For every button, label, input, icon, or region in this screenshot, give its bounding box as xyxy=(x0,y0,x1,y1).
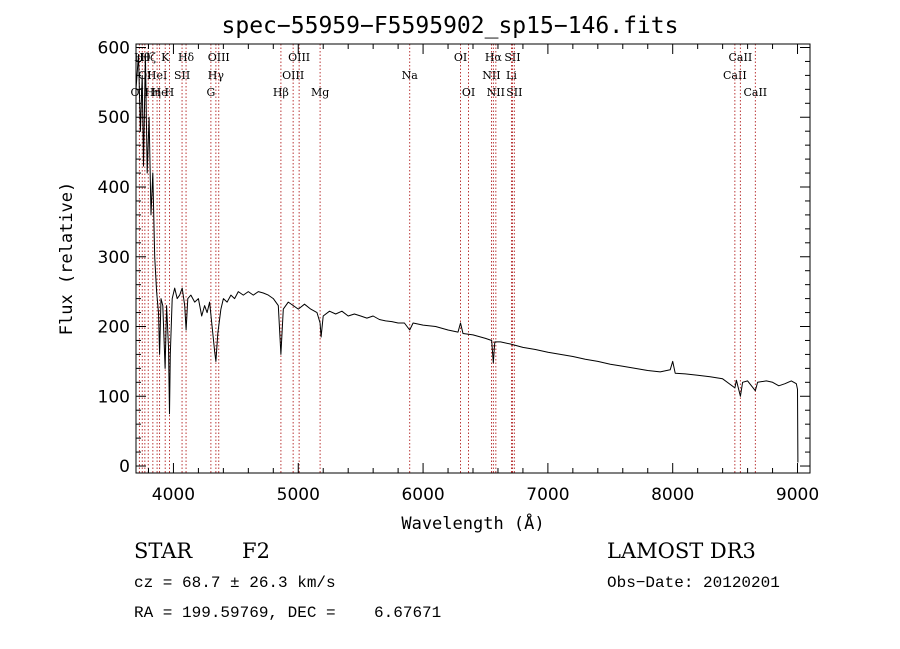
line-marker-label: OIII xyxy=(282,69,304,82)
line-marker-label: K xyxy=(161,51,170,64)
line-marker-label: NII xyxy=(487,86,505,99)
x-tick-label: 6000 xyxy=(401,485,444,505)
line-marker-label: NII xyxy=(482,69,500,82)
object-class: STAR xyxy=(134,539,193,563)
line-marker-label: G xyxy=(206,86,215,99)
y-tick-label: 600 xyxy=(98,38,130,58)
object-subclass: F2 xyxy=(242,539,270,563)
y-tick-label: 200 xyxy=(98,318,130,338)
redshift-text: cz = 68.7 ± 26.3 km/s xyxy=(134,574,336,592)
line-marker-label: SII xyxy=(504,51,520,64)
y-tick-label: 300 xyxy=(98,248,130,268)
line-marker-label: SII xyxy=(174,69,190,82)
obs-date-text: Obs−Date: 20120201 xyxy=(607,574,780,592)
line-marker-label: SII xyxy=(506,86,522,99)
y-tick-label: 400 xyxy=(98,178,130,198)
line-marker-label: Hδ xyxy=(178,51,195,64)
line-marker-label: Hη xyxy=(145,86,161,99)
chart-title: spec−55959−F5595902_sp15−146.fits xyxy=(222,13,679,39)
y-tick-label: 500 xyxy=(98,108,130,128)
y-tick-label: 0 xyxy=(119,457,130,477)
x-tick-label: 5000 xyxy=(277,485,320,505)
x-tick-label: 9000 xyxy=(776,485,819,505)
spectrum-series xyxy=(135,54,799,463)
line-marker-label: Mg xyxy=(311,86,329,99)
y-axis-label: Flux (relative) xyxy=(57,182,77,336)
y-tick-label: 100 xyxy=(98,387,130,407)
line-marker-label: Hζ xyxy=(140,51,156,64)
line-marker-label: OIII xyxy=(288,51,310,64)
line-marker-label: Hβ xyxy=(273,86,289,99)
line-marker-label: HeI xyxy=(147,69,167,82)
line-marker-label: Hα xyxy=(485,51,503,64)
coordinates-text: RA = 199.59769, DEC = 6.67671 xyxy=(134,604,442,622)
x-tick-label: 7000 xyxy=(526,485,569,505)
line-marker-label: CaII xyxy=(729,51,753,64)
line-marker-label: He xyxy=(152,86,168,99)
plot-frame xyxy=(135,43,811,474)
x-tick-label: 4000 xyxy=(152,485,195,505)
line-marker-label: CaII xyxy=(743,86,767,99)
line-marker-label: H xyxy=(165,86,175,99)
line-marker-label: OIII xyxy=(208,51,230,64)
line-marker-label: Li xyxy=(506,69,517,82)
line-marker-label: Na xyxy=(402,69,419,82)
x-tick-label: 8000 xyxy=(651,485,694,505)
line-marker-label: OI xyxy=(462,86,475,99)
line-marker-label: OI xyxy=(454,51,467,64)
line-marker-label: CaII xyxy=(723,69,747,82)
x-axis-label: Wavelength (Å) xyxy=(401,512,544,534)
line-marker-label: Hγ xyxy=(208,69,225,82)
survey-label: LAMOST DR3 xyxy=(607,539,756,563)
